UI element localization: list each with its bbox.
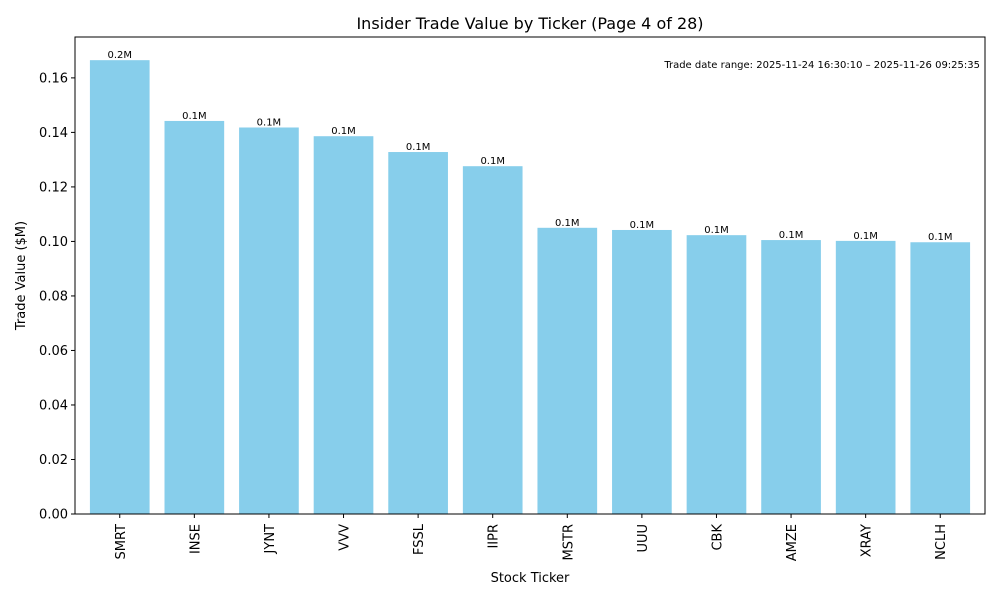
bar-cbk <box>686 235 747 514</box>
x-tick-label-mstr: MSTR <box>561 524 576 560</box>
y-tick-label: 0.06 <box>39 344 68 359</box>
bar-xray <box>835 240 896 514</box>
data-label-mstr: 0.1M <box>555 218 580 229</box>
data-label-nclh: 0.1M <box>928 232 953 243</box>
bars-group <box>89 60 971 515</box>
y-tick-label: 0.14 <box>39 126 68 141</box>
bar-smrt <box>89 60 150 514</box>
data-label-amze: 0.1M <box>779 230 804 241</box>
plot-area-frame <box>74 36 986 515</box>
data-label-fssl: 0.1M <box>406 142 431 153</box>
y-tick-label: 0.10 <box>39 235 68 250</box>
data-label-jynt: 0.1M <box>257 117 282 128</box>
data-label-inse: 0.1M <box>182 111 207 122</box>
data-label-iipr: 0.1M <box>480 156 505 167</box>
bar-inse <box>164 120 225 515</box>
y-tick-label: 0.08 <box>39 289 68 304</box>
x-tick-label-fssl: FSSL <box>412 523 427 555</box>
x-axis: SMRT INSE JYNT VVV FSSL IIPR MSTR UUU CBK AMZE XRA… <box>114 514 949 561</box>
bar-amze <box>761 240 821 514</box>
y-tick-label: 0.02 <box>39 453 68 468</box>
trade-date-range-annotation: Trade date range: 2025-11-24 16:30:10 – … <box>663 60 980 71</box>
x-axis-title: Stock Ticker <box>491 571 570 586</box>
y-axis: 0.00 0.02 0.04 0.06 0.08 0.10 0.12 0.14 0.16 <box>39 71 75 523</box>
data-labels-group: 0.2M 0.1M 0.1M 0.1M 0.1M 0.1M 0.1M 0.1M 0.1M 0.1M… <box>107 50 952 243</box>
data-label-xray: 0.1M <box>853 231 878 242</box>
x-tick-label-inse: INSE <box>188 524 203 554</box>
y-axis-title: Trade Value ($M) <box>14 221 29 331</box>
bar-mstr <box>537 227 598 515</box>
x-tick-label-vvv: VVV <box>338 524 353 551</box>
y-tick-label: 0.04 <box>39 398 68 413</box>
bar-vvv <box>313 136 374 514</box>
bar-iipr <box>462 166 523 514</box>
data-label-smrt: 0.2M <box>107 50 132 61</box>
x-tick-label-jynt: JYNT <box>263 524 278 554</box>
x-tick-label-amze: AMZE <box>785 524 800 561</box>
x-tick-label-nclh: NCLH <box>934 524 949 560</box>
x-tick-label-xray: XRAY <box>860 524 875 557</box>
x-tick-label-cbk: CBK <box>710 524 725 551</box>
bar-uuu <box>612 229 672 514</box>
y-tick-label: 0.16 <box>39 71 68 86</box>
bar-fssl <box>388 152 448 514</box>
data-label-cbk: 0.1M <box>704 225 729 236</box>
x-tick-label-smrt: SMRT <box>114 524 129 560</box>
x-tick-label-uuu: UUU <box>636 524 651 553</box>
y-tick-label: 0.12 <box>39 180 68 195</box>
data-label-uuu: 0.1M <box>630 220 655 231</box>
chart-title: Insider Trade Value by Ticker (Page 4 of… <box>356 14 703 33</box>
bar-jynt <box>239 127 299 514</box>
y-tick-label: 0.00 <box>39 508 68 523</box>
data-label-vvv: 0.1M <box>331 126 356 137</box>
bar-nclh <box>910 242 971 515</box>
x-tick-label-iipr: IIPR <box>487 524 502 549</box>
